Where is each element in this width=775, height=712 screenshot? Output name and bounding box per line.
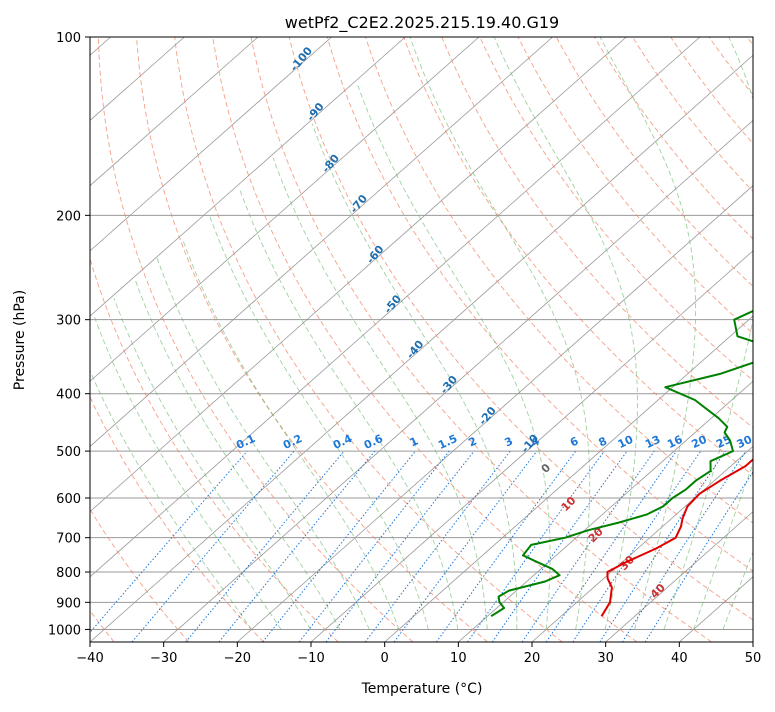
dry-adiabat-label: -30: [438, 373, 461, 397]
dry-adiabat-label: -80: [319, 152, 342, 176]
isotherm-line: [0, 37, 553, 642]
mixing-ratio-line: [436, 451, 575, 642]
x-tick-label: 0: [381, 651, 389, 666]
moist-adiabat: [600, 37, 696, 629]
isotherm-line: [385, 37, 775, 642]
mixing-ratio-label: 6: [568, 434, 581, 449]
dry-adiabat: [671, 37, 775, 642]
mixing-ratio-line: [522, 451, 654, 642]
x-tick-label: −40: [76, 651, 103, 666]
x-axis-label: Temperature (°C): [361, 681, 483, 697]
y-tick-label: 100: [56, 31, 81, 46]
dry-adiabat-label: -40: [404, 338, 427, 362]
mixing-ratio-label: 0.2: [281, 432, 304, 452]
dry-adiabat: [289, 37, 775, 642]
mixing-ratio-line: [186, 451, 344, 642]
dry-adiabat: [747, 37, 775, 642]
moist-adiabat: [494, 37, 637, 629]
moist-adiabat: [94, 316, 281, 629]
x-tick-label: 50: [745, 651, 762, 666]
moist-adiabat: [664, 37, 767, 629]
isotherm-line: [0, 37, 332, 642]
moist-adiabat-label: 0: [539, 461, 554, 476]
dry-adiabat: [137, 37, 488, 642]
y-tick-label: 800: [56, 566, 81, 581]
x-tick-label: −30: [150, 651, 177, 666]
y-tick-label: 900: [56, 596, 81, 611]
mixing-ratio-line: [600, 451, 726, 642]
dry-adiabat-label: -100: [287, 44, 315, 74]
mixing-ratio-label: 3: [503, 434, 515, 449]
dry-adiabat: [60, 37, 338, 642]
mixing-ratio-line: [365, 451, 510, 642]
dry-adiabat-label: -60: [364, 243, 387, 267]
y-axis-label: Pressure (hPa): [12, 290, 28, 390]
dry-adiabat: [518, 37, 775, 642]
dry-adiabat: [213, 37, 637, 642]
mixing-ratio-label: 36: [755, 433, 775, 451]
mixing-ratio-line: [326, 451, 474, 642]
x-tick-label: 20: [524, 651, 541, 666]
mixing-ratio-label: 0.1: [234, 432, 257, 452]
x-tick-label: 30: [597, 651, 614, 666]
mixing-ratio-line: [573, 451, 701, 642]
dry-adiabat: [709, 37, 775, 642]
isotherm-line: [679, 37, 775, 642]
mixing-ratio-label: 10: [616, 433, 636, 451]
isotherm-line: [0, 37, 479, 642]
moist-adiabat: [75, 333, 252, 629]
moist-adiabat-label: 10: [559, 494, 579, 514]
x-tick-label: −20: [224, 651, 251, 666]
x-tick-label: 10: [450, 651, 467, 666]
isotherm-line: [0, 37, 258, 642]
x-tick-label: −10: [297, 651, 324, 666]
y-axis: 100 200 300 400 500 600 700 800 900 1000: [48, 31, 90, 638]
mixing-ratio-label: 0.4: [331, 432, 354, 452]
y-tick-label: 700: [56, 532, 81, 547]
dry-adiabat: [556, 37, 775, 642]
dry-adiabat: [633, 37, 775, 642]
dry-adiabat: [98, 37, 413, 642]
y-tick-label: 300: [56, 314, 81, 329]
y-tick-label: 400: [56, 388, 81, 403]
dry-adiabat-label: -50: [381, 292, 404, 316]
background-lines: [0, 37, 775, 642]
y-tick-label: 200: [56, 209, 81, 224]
mixing-ratio-line: [622, 451, 746, 642]
mixing-ratio-label: 20: [689, 433, 709, 451]
y-tick-label: 500: [56, 445, 81, 460]
isotherm-line: [311, 37, 775, 642]
mixing-ratio-label: 13: [643, 433, 662, 451]
y-tick-label: 600: [56, 492, 81, 507]
moist-adiabat: [723, 37, 775, 629]
y-tick-label: 1000: [48, 623, 81, 638]
mixing-ratio-line: [394, 451, 537, 642]
chart-title: wetPf2_C2E2.2025.215.19.40.G19: [285, 13, 559, 33]
mixing-ratio-label: 16: [665, 433, 685, 451]
moist-adiabat-label: 40: [648, 581, 668, 601]
dry-adiabat-label: -10: [519, 432, 542, 456]
mixing-ratio-label: 1: [408, 434, 420, 449]
isotherm-line: [164, 37, 775, 642]
x-tick-label: 40: [671, 651, 688, 666]
x-axis: −40 −30 −20 −10 0 10 20 30 40 50: [76, 642, 761, 666]
dry-adiabat-label: -20: [476, 404, 499, 428]
dry-adiabat: [21, 37, 264, 642]
isotherm-line: [0, 37, 405, 642]
isotherm-line: [0, 37, 626, 642]
isotherm-line: [753, 37, 775, 642]
dry-adiabat: [404, 37, 775, 642]
moist-adiabat: [694, 37, 775, 629]
mixing-ratio-label: 8: [597, 434, 609, 449]
dry-adiabat-label: -90: [304, 100, 327, 124]
mixing-ratio-line: [82, 451, 247, 642]
